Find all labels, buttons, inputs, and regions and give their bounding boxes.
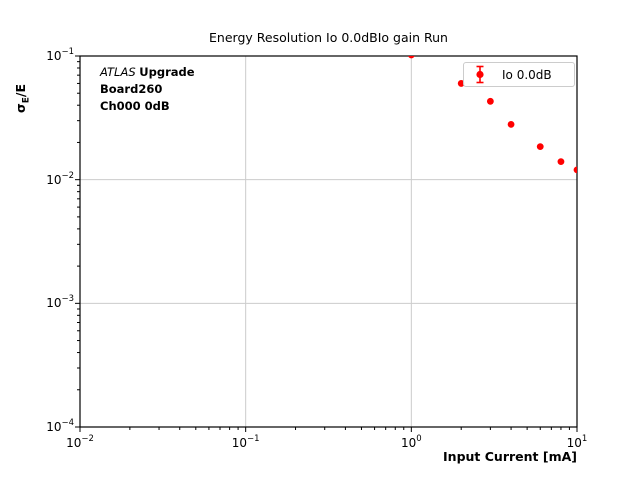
y-tick-label: 10−1: [46, 47, 74, 63]
x-tick-label: 10−2: [66, 434, 94, 450]
data-series: [408, 56, 577, 174]
annotation-block: ATLAS Upgrade Board260 Ch000 0dB: [100, 64, 195, 115]
data-point: [486, 97, 494, 105]
ylabel-rest: /E: [13, 83, 28, 98]
annotation-experiment: ATLAS: [100, 65, 136, 79]
chart-title: Energy Resolution Io 0.0dBIo gain Run: [209, 30, 448, 45]
annotation-upgrade: Upgrade: [139, 65, 195, 79]
data-point: [573, 166, 577, 174]
data-point: [507, 120, 515, 128]
y-axis-label: σE/E: [13, 84, 32, 113]
x-tick-label: 10−1: [231, 434, 260, 450]
y-tick-label: 10−3: [46, 294, 74, 311]
annotation-line-2: Board260: [100, 82, 163, 96]
x-tick-label: 101: [566, 434, 588, 450]
legend: Io 0.0dB: [463, 62, 575, 87]
data-point: [557, 158, 565, 165]
ylabel-subscript: E: [21, 97, 32, 104]
data-point: [408, 56, 415, 59]
data-point: [536, 143, 544, 151]
y-tick-label: 10−4: [46, 418, 74, 434]
axes-spines: [79, 55, 578, 428]
x-axis-label: Input Current [mA]: [443, 449, 577, 464]
ylabel-sigma: σ: [13, 103, 28, 113]
x-tick-label: 100: [400, 434, 422, 450]
y-tick-label: 10−2: [46, 170, 74, 187]
annotation-line-1: ATLAS Upgrade: [100, 64, 195, 81]
data-point: [457, 80, 465, 87]
legend-errorbar-marker-icon: [476, 65, 484, 84]
legend-entry-label: Io 0.0dB: [502, 67, 552, 82]
annotation-line-3: Ch000 0dB: [100, 99, 170, 113]
